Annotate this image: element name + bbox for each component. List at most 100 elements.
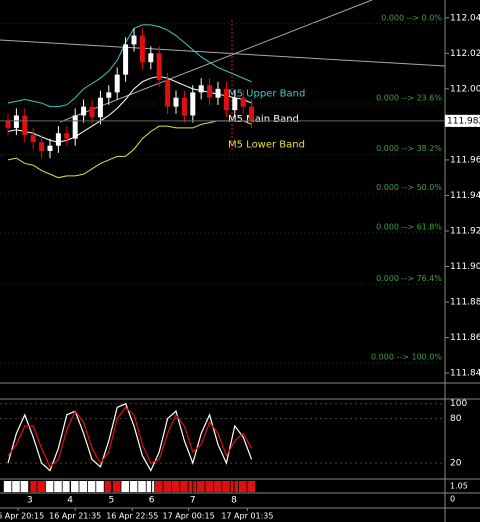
candle-body: [190, 92, 196, 116]
state-cell: [20, 481, 29, 492]
state-cell: [129, 481, 138, 492]
candle-body: [123, 44, 129, 75]
x-tick-label: 17 Apr 00:15: [163, 512, 215, 521]
trend-line: [59, 0, 373, 123]
y-tick-label: 111.960: [450, 155, 480, 165]
day-label: 4: [67, 496, 73, 506]
fib-label: 0.000 --> 23.6%: [376, 93, 442, 102]
y-tick-label: 111.940: [450, 191, 480, 201]
x-tick-label: 16 Apr 21:35: [49, 512, 101, 521]
y-tick-label: 80: [450, 414, 462, 424]
candle-body: [232, 97, 238, 111]
y-tick-label: 112.020: [450, 49, 480, 59]
y-tick-label: 111.860: [450, 333, 480, 343]
x-tick-label: 16 Apr 20:15: [0, 512, 44, 521]
candle-body: [106, 92, 112, 98]
x-tick-label: 17 Apr 01:35: [221, 512, 273, 521]
state-cell: [37, 481, 45, 492]
state-cell: [171, 481, 180, 492]
fib-label: 0.000 --> 76.4%: [376, 274, 442, 283]
oscillator-line: [7, 402, 253, 472]
state-cell: [121, 481, 129, 492]
state-cell: [71, 481, 79, 492]
y-tick-label: 112.000: [450, 84, 480, 94]
fib-label: 0.000 --> 100.0%: [371, 352, 442, 361]
candle-body: [240, 97, 246, 107]
day-label: 5: [108, 496, 114, 506]
band-line: [7, 75, 252, 143]
band-label: M5 Upper Band: [228, 89, 305, 100]
candle-body: [89, 106, 95, 118]
state-cell: [180, 481, 188, 492]
state-cell: [3, 481, 12, 492]
fib-label: 0.000 --> 61.8%: [376, 222, 442, 231]
state-cell: [205, 481, 213, 492]
candle-body: [81, 106, 87, 116]
band-label: M5 Lower Band: [228, 139, 305, 150]
candle-body: [47, 145, 53, 152]
candle-body: [13, 115, 19, 128]
candle-body: [215, 88, 221, 98]
fib-label: 0.000 --> 0.0%: [381, 13, 442, 22]
state-cell: [79, 481, 87, 492]
x-tick-label: 16 Apr 22:55: [106, 512, 158, 521]
band-label: M5 Main Band: [228, 114, 299, 125]
candle-body: [181, 97, 187, 116]
day-label: 3: [27, 496, 33, 506]
state-cell: [104, 481, 113, 492]
candle-body: [207, 85, 213, 98]
candle-body: [72, 115, 78, 139]
last-price-label: 111.982: [447, 116, 480, 126]
candle-body: [114, 74, 120, 93]
state-cell: [213, 481, 222, 492]
candle-body: [148, 53, 154, 63]
state-cell: [113, 481, 121, 492]
candle-body: [249, 106, 255, 121]
state-cell: [222, 481, 230, 492]
fib-label: 0.000 --> 38.2%: [376, 144, 442, 153]
last-price-box: [445, 114, 480, 127]
y-tick-label: 111.880: [450, 298, 480, 308]
state-cell: [62, 481, 71, 492]
y-tick-label: 100: [450, 399, 467, 409]
state-cell: [239, 481, 247, 492]
oscillator-line: [7, 406, 253, 468]
state-cell: [247, 481, 255, 492]
state-cell: [96, 481, 104, 492]
day-label: 7: [190, 496, 196, 506]
state-cell: [29, 481, 37, 492]
candle-body: [55, 133, 61, 146]
state-cell: [138, 481, 146, 492]
state-cell: [163, 481, 171, 492]
candle-body: [131, 35, 137, 45]
day-label: 8: [231, 496, 237, 506]
candle-body: [97, 97, 103, 118]
band-line: [7, 24, 252, 108]
candle-body: [165, 79, 171, 107]
candle-body: [198, 85, 204, 93]
candle-body: [223, 88, 229, 111]
y-tick-label: 20: [450, 459, 462, 469]
fib-label: 0.000 --> 50.0%: [376, 183, 442, 192]
state-cell: [155, 481, 163, 492]
candle-body: [22, 115, 28, 136]
candle-body: [39, 142, 45, 152]
y-tick-label: 1.05: [450, 482, 468, 491]
candle-body: [173, 97, 179, 107]
candle-body: [64, 133, 70, 139]
y-tick-label: 111.840: [450, 369, 480, 379]
band-line: [7, 120, 252, 179]
y-tick-label: 111.920: [450, 226, 480, 236]
state-cell: [87, 481, 96, 492]
y-tick-label: 111.900: [450, 262, 480, 272]
state-cell: [197, 481, 205, 492]
state-cell: [146, 481, 155, 492]
candle-body: [156, 53, 162, 80]
trend-line: [0, 39, 446, 67]
candle-body: [30, 135, 36, 143]
state-cell: [12, 481, 20, 492]
candle-body: [5, 120, 11, 128]
state-cell: [54, 481, 62, 492]
